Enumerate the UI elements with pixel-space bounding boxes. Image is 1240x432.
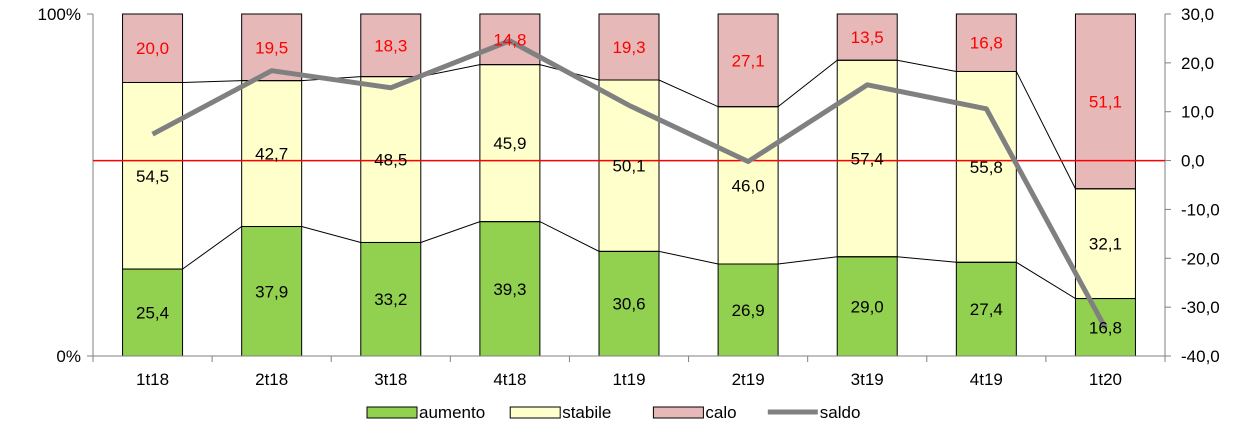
data-label-aumento: 26,9 [732,301,765,320]
data-label-calo: 19,3 [612,38,645,57]
data-label-aumento: 37,9 [255,282,288,301]
data-label-stabile: 32,1 [1089,235,1122,254]
bar-stabile-2t18 [241,80,303,228]
x-tick-label: 4t18 [493,370,526,389]
legend-label-saldo: saldo [820,403,861,422]
right-tick-label: 10,0 [1181,103,1214,122]
bar-stabile-1t18 [122,81,184,270]
right-tick-label: 20,0 [1181,54,1214,73]
data-label-stabile: 48,5 [374,151,407,170]
data-label-aumento: 29,0 [851,297,884,316]
legend-swatch-stabile [509,406,561,419]
data-label-aumento: 30,6 [612,295,645,314]
x-tick-label: 4t19 [970,370,1003,389]
bar-calo-2t19 [717,13,779,108]
data-label-stabile: 42,7 [255,145,288,164]
data-label-aumento: 39,3 [493,280,526,299]
right-tick-label: -30,0 [1181,298,1220,317]
legend-label-aumento: aumento [419,403,485,422]
bar-aumento-2t19 [717,263,779,357]
right-tick-label: 30,0 [1181,5,1214,24]
data-label-calo: 19,5 [255,38,288,57]
data-label-aumento: 33,2 [374,290,407,309]
bar-calo-1t18 [122,13,184,83]
bar-calo-1t20 [1074,13,1136,190]
right-tick-label: -20,0 [1181,249,1220,268]
data-label-aumento: 16,8 [1089,318,1122,337]
bar-stabile-1t20 [1074,188,1136,300]
data-label-stabile: 46,0 [732,176,765,195]
data-label-calo: 13,5 [851,28,884,47]
right-tick-label: 0,0 [1181,152,1205,171]
x-tick-label: 1t18 [136,370,169,389]
right-tick-label: -10,0 [1181,200,1220,219]
x-tick-label: 1t19 [612,370,645,389]
bar-aumento-1t19 [598,250,660,357]
right-tick-label: -40,0 [1181,347,1220,366]
bar-aumento-4t18 [479,221,541,357]
data-label-stabile: 57,4 [851,149,884,168]
data-label-aumento: 27,4 [970,300,1003,319]
x-tick-label: 1t20 [1089,370,1122,389]
series-line-stabile [122,59,1136,190]
bar-stabile-2t19 [717,106,779,265]
left-tick-label: 100% [38,5,81,24]
data-label-calo: 14,8 [493,30,526,49]
bar-stabile-3t19 [836,59,898,258]
bar-aumento-1t18 [122,268,184,357]
data-label-calo: 20,0 [136,39,169,58]
saldo-line [151,38,1108,330]
data-label-calo: 27,1 [732,51,765,70]
bar-calo-4t19 [955,13,1017,72]
x-tick-label: 2t19 [732,370,765,389]
bar-aumento-2t18 [241,226,303,357]
bar-calo-3t19 [836,13,898,61]
legend-label-calo: calo [705,403,736,422]
data-label-stabile: 55,8 [970,158,1003,177]
legend-swatch-aumento [366,406,418,419]
data-label-calo: 16,8 [970,34,1003,53]
data-label-stabile: 50,1 [612,157,645,176]
bar-aumento-3t19 [836,256,898,357]
bar-stabile-4t18 [479,64,541,223]
data-label-calo: 51,1 [1089,92,1122,111]
series-line-aumento [122,221,1136,300]
left-tick-label: 0% [56,347,81,366]
data-label-calo: 18,3 [374,36,407,55]
data-label-stabile: 54,5 [136,167,169,186]
legend-label-stabile: stabile [562,403,611,422]
x-tick-label: 3t18 [374,370,407,389]
data-label-aumento: 25,4 [136,304,169,323]
legend-swatch-calo [652,406,704,419]
x-tick-label: 2t18 [255,370,288,389]
x-tick-label: 3t19 [851,370,884,389]
bar-stabile-3t18 [360,76,422,243]
data-label-stabile: 45,9 [493,134,526,153]
